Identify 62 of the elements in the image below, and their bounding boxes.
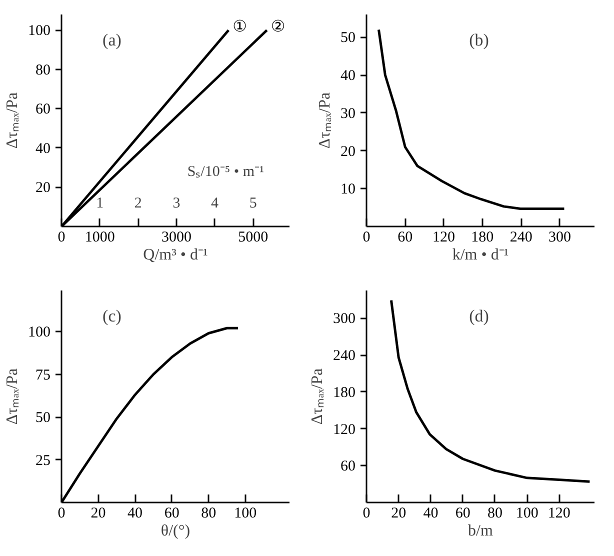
series-label: ② — [270, 16, 286, 36]
y-tick-label: 20 — [340, 144, 356, 160]
x-tick-label: 100 — [516, 506, 538, 522]
x2-axis-title: Sₛ/10⁻⁵ • m⁻¹ — [187, 164, 264, 180]
x2-tick-label: 4 — [211, 195, 220, 212]
x-tick-label: 0 — [362, 230, 370, 246]
x-axis-title: b/m — [468, 522, 494, 540]
x2-tick-label: 5 — [249, 195, 257, 212]
x-tick-label: 80 — [201, 506, 216, 522]
x-tick-label: 120 — [432, 230, 456, 246]
x-tick-label: 60 — [455, 506, 470, 522]
y-tick-label: 25 — [36, 452, 50, 469]
x-axis-title: Q/m³ • d⁻¹ — [143, 246, 208, 264]
text: (a) — [102, 30, 122, 50]
y-tick-label: 60 — [36, 102, 50, 118]
x-tick-label: 1000 — [84, 230, 115, 246]
x-tick-label: 20 — [391, 506, 406, 522]
text: (b) — [469, 30, 489, 50]
x-axis-title: θ/(°) — [160, 522, 190, 540]
y-axis-title: Δτₘₐₓ/Pa — [4, 368, 21, 425]
text: (d) — [469, 306, 489, 326]
y-tick-label: 20 — [36, 180, 50, 196]
series-label: ① — [232, 16, 247, 36]
text: (c) — [102, 306, 122, 326]
y-tick-label: 10 — [340, 182, 356, 198]
y-tick-label: 300 — [333, 311, 356, 328]
x-tick-label: 80 — [487, 506, 502, 522]
y-tick-label: 75 — [36, 367, 50, 384]
x-tick-label: 300 — [548, 230, 571, 246]
x-tick-label: 3000 — [161, 230, 192, 246]
y-tick-label: 180 — [333, 384, 356, 401]
y-axis-title: Δτₘₐₓ/Pa — [309, 368, 326, 425]
y-tick-label: 40 — [340, 68, 356, 84]
x2-tick-label: 1 — [96, 195, 104, 212]
x-tick-label: 180 — [471, 230, 494, 246]
y-tick-label: 50 — [36, 410, 50, 426]
y-tick-label: 120 — [333, 422, 356, 438]
y-tick-label: 240 — [333, 348, 356, 364]
x2-tick-label: 3 — [172, 195, 180, 212]
x-tick-label: 0 — [58, 506, 66, 522]
x-tick-label: 60 — [164, 506, 180, 522]
x-tick-label: 0 — [362, 506, 370, 522]
y-axis-title: Δτₘₐₓ/Pa — [4, 92, 21, 149]
x2-tick-label: 2 — [134, 195, 142, 212]
y-tick-label: 80 — [36, 62, 50, 78]
x-tick-label: 40 — [128, 506, 143, 522]
x-tick-label: 5000 — [238, 230, 268, 246]
x-tick-label: 240 — [510, 230, 532, 246]
x-tick-label: 60 — [398, 230, 413, 246]
y-tick-label: 100 — [28, 23, 50, 40]
x-tick-label: 100 — [234, 506, 257, 522]
x-tick-label: 40 — [423, 506, 438, 522]
x-tick-label: 20 — [90, 506, 106, 522]
y-tick-label: 50 — [340, 30, 356, 46]
x-axis-title: k/m • d⁻¹ — [452, 246, 509, 264]
y-tick-label: 30 — [340, 106, 356, 122]
y-tick-label: 100 — [28, 324, 50, 341]
y-axis-title: Δτₘₐₓ/Pa — [316, 92, 334, 149]
x-tick-label: 0 — [58, 230, 66, 246]
y-tick-label: 60 — [340, 458, 356, 475]
y-tick-label: 40 — [36, 140, 50, 157]
x-tick-label: 120 — [548, 506, 570, 522]
